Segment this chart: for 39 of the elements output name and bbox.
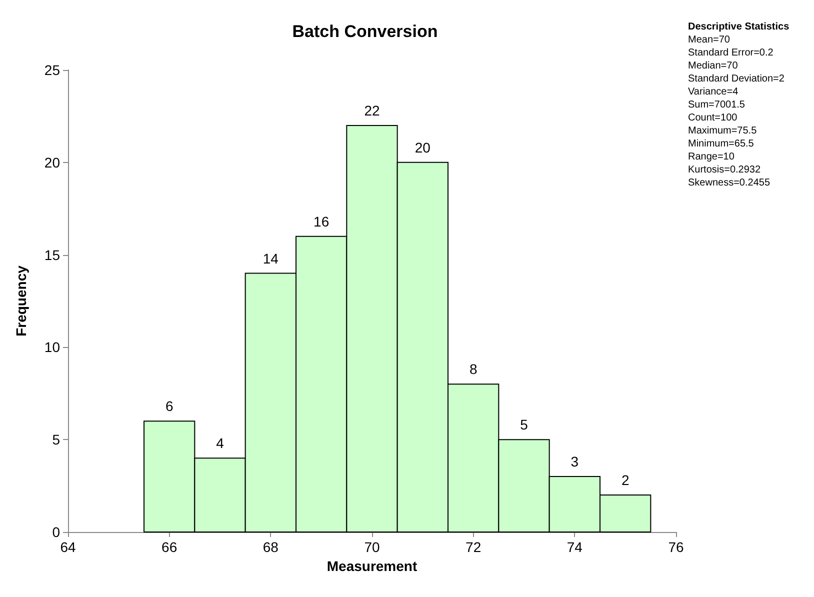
text: Variance=4 [688,86,739,98]
data-label: 3 [570,454,579,470]
y-tick-label: 15 [44,246,60,263]
x-axis-title: Measurement [326,558,418,574]
y-tick-label: 10 [44,339,60,356]
data-label: 5 [520,416,528,433]
data-label: 2 [621,472,630,488]
data-label: 16 [314,213,330,230]
data-label: 20 [414,139,431,156]
data-label: 8 [469,361,478,378]
text: Standard Error=0.2 [688,48,774,58]
x-tick-label: 74 [566,539,583,555]
chart-title: Batch Conversion [292,22,438,41]
text: Median=70 [688,60,738,72]
x-tick-label: 66 [162,539,178,555]
text: Skewness=0.2455 [688,178,770,188]
y-tick-label: 0 [52,524,60,540]
data-label: 6 [165,398,174,414]
text: Mean=70 [688,34,730,46]
y-axis-title: Frequency [13,265,29,336]
data-label: 22 [364,102,380,118]
x-tick-label: 70 [364,539,380,555]
text: Range=10 [688,152,735,162]
text: Kurtosis=0.2932 [688,164,761,176]
y-tick-label: 5 [52,432,60,448]
text: Count=100 [688,112,738,124]
x-tick-label: 76 [668,539,684,555]
y-tick-label: 20 [44,154,60,170]
text: Maximum=75.5 [688,126,758,136]
text: Standard Deviation=2 [688,74,785,84]
text: Descriptive Statistics [688,22,790,32]
y-tick-label: 25 [44,62,60,78]
data-label: 14 [262,250,279,266]
text: Sum=7001.5 [688,100,746,110]
text: Minimum=65.5 [688,138,754,150]
data-label: 4 [216,435,224,452]
x-tick-label: 72 [466,539,482,555]
x-tick-label: 68 [262,539,279,555]
x-tick-label: 64 [60,539,76,555]
